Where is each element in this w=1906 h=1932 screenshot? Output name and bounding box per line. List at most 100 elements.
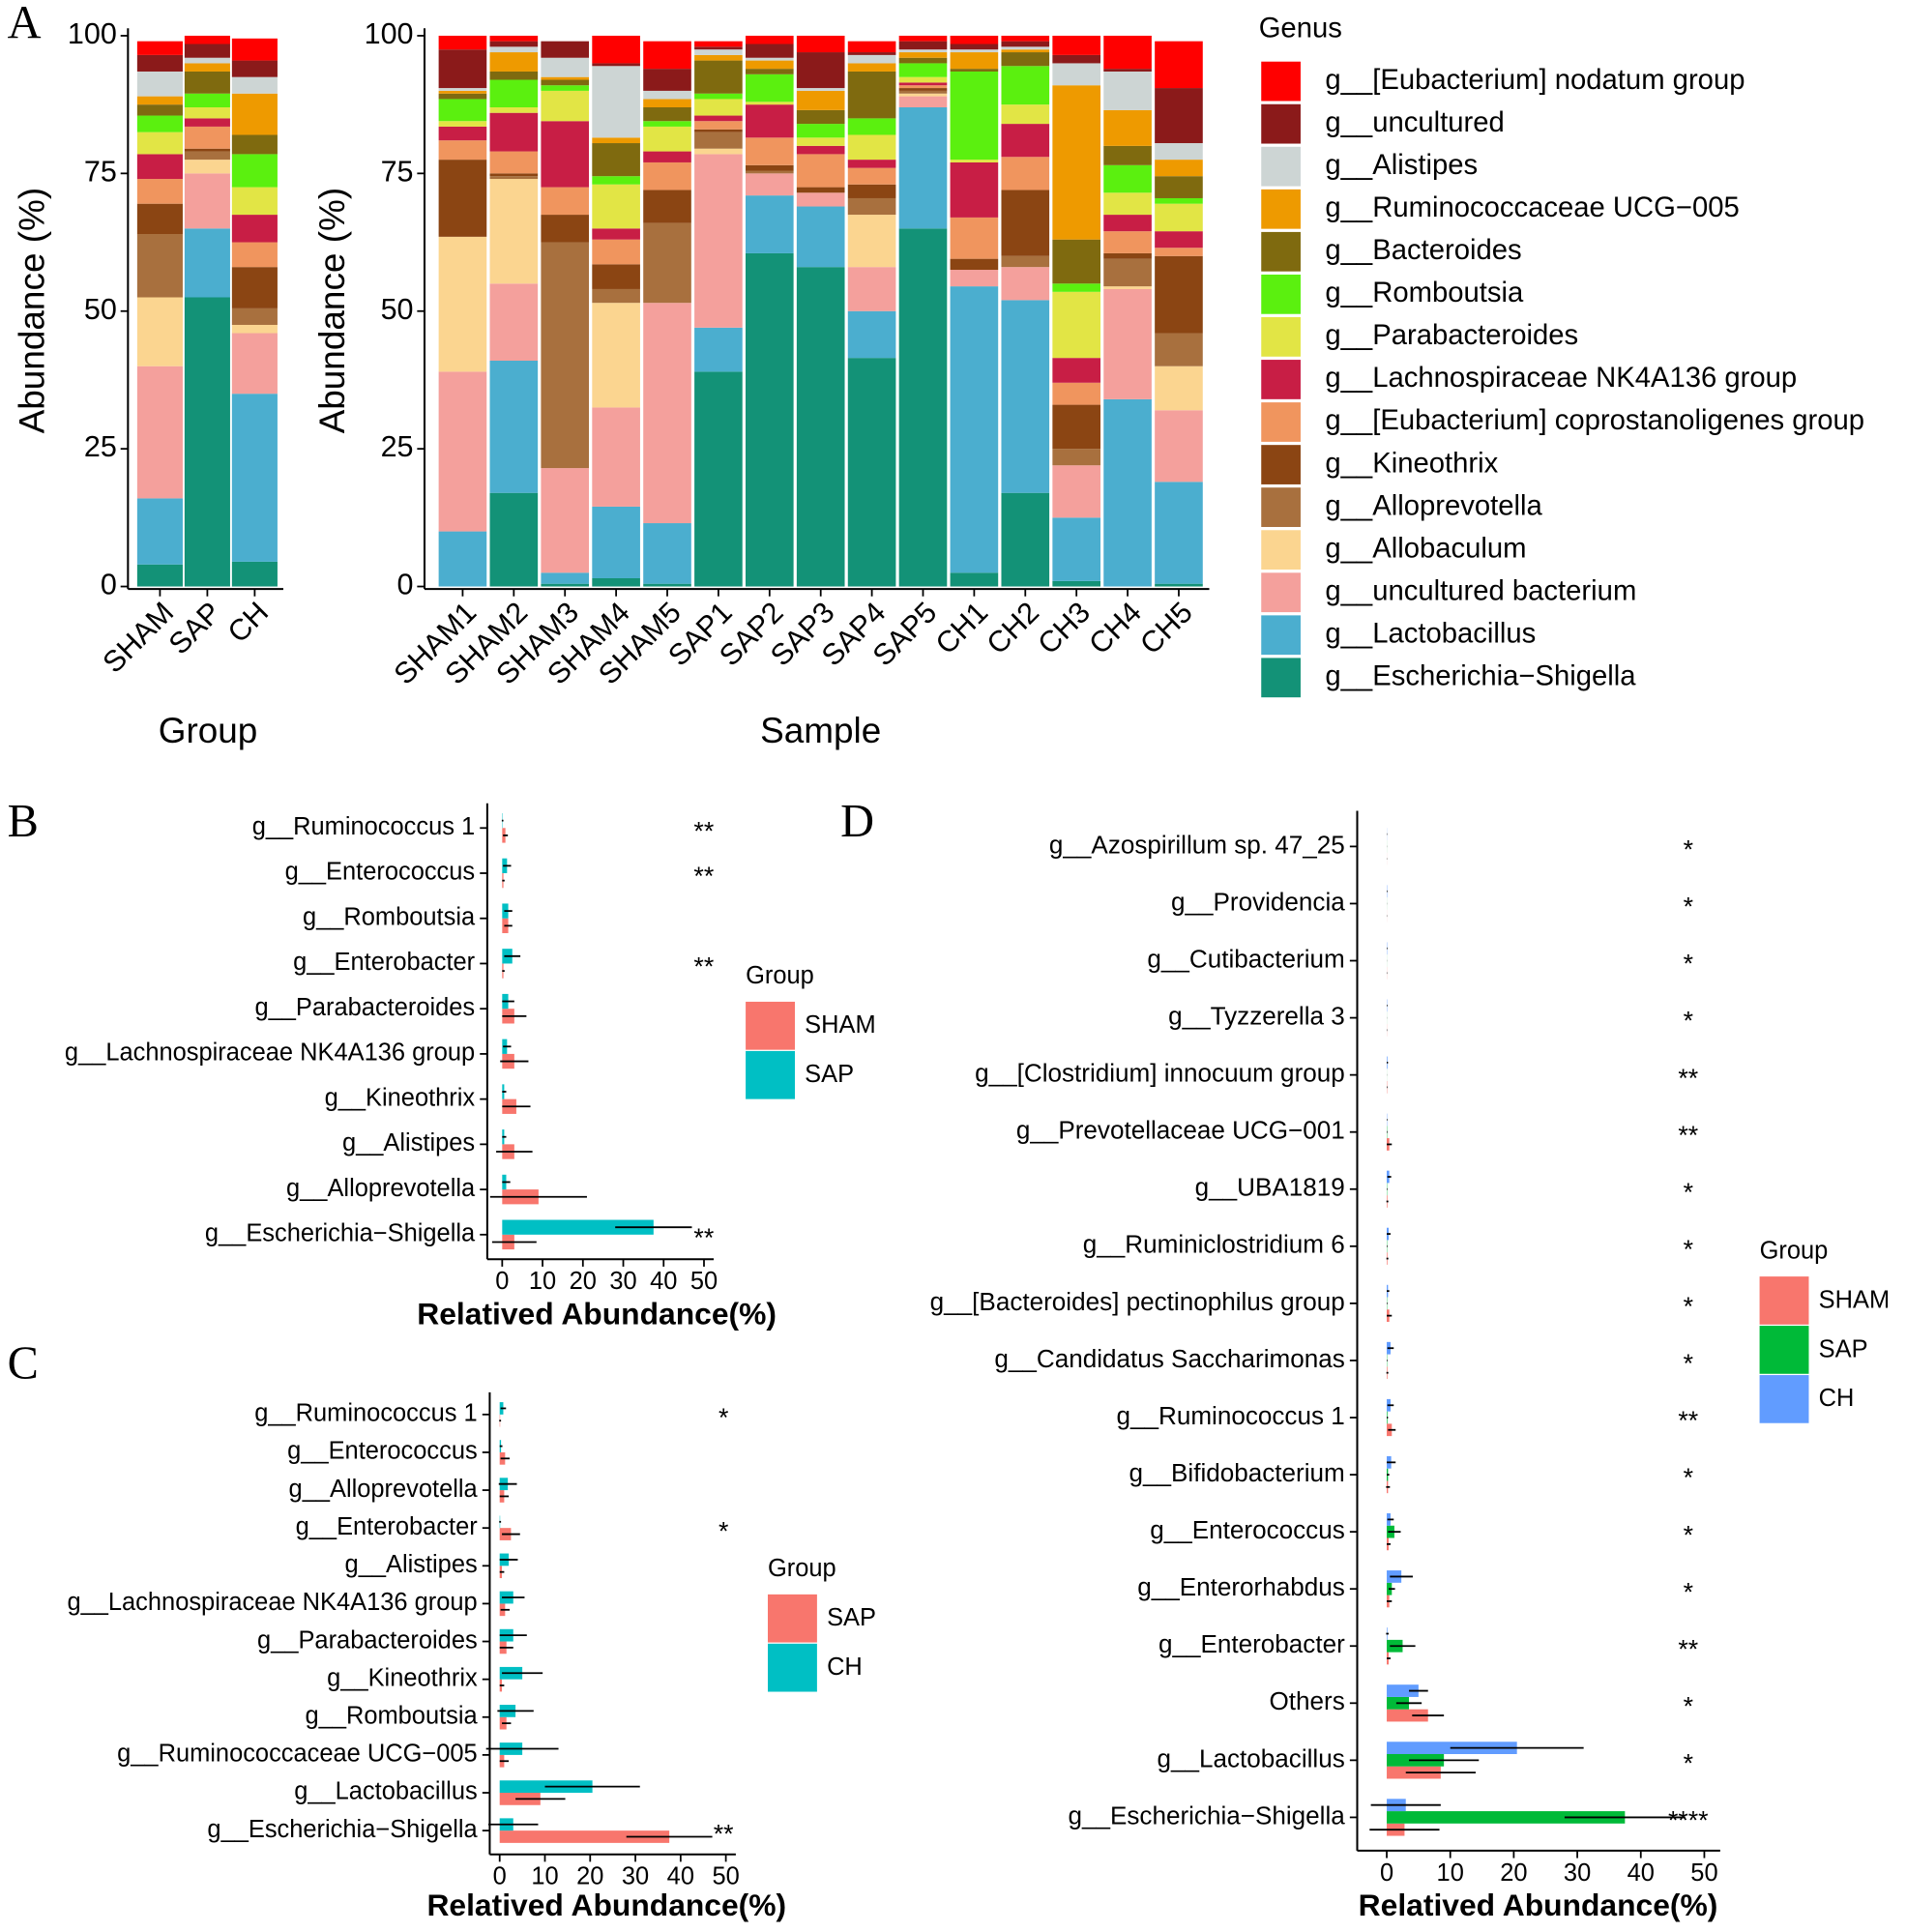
significance-label: ** [1678, 1634, 1698, 1663]
stack-segment [643, 151, 691, 162]
stack-segment [1001, 492, 1050, 587]
significance-label: ** [714, 1819, 734, 1848]
legend-swatch [746, 1050, 795, 1099]
legend-title: Genus [1259, 12, 1342, 44]
stack-segment [745, 195, 794, 253]
stack-segment [184, 173, 230, 229]
stack-segment [745, 69, 794, 74]
x-axis-title: Relatived Abundance(%) [1359, 1888, 1718, 1922]
y-tick-label: g__Enterococcus [1150, 1515, 1344, 1544]
y-tick-label: g__Cutibacterium [1147, 944, 1344, 973]
stack-segment [1103, 69, 1152, 72]
stack-segment [1052, 54, 1100, 64]
stack-segment [694, 129, 743, 132]
panel-label: B [8, 796, 39, 847]
stack-segment [643, 121, 691, 127]
x-tick-label: SAP [162, 596, 227, 660]
stack-segment [1155, 410, 1203, 483]
legend-title: Group [1760, 1237, 1829, 1264]
stack-segment [1103, 252, 1152, 259]
stack-segment [694, 54, 743, 61]
y-tick-label: g__[Bacteroides] pectinophilus group [930, 1287, 1345, 1316]
stack-segment [847, 52, 896, 55]
stack-segment [898, 90, 948, 94]
stack-segment [1052, 35, 1100, 55]
stack-segment [1001, 255, 1050, 268]
stack-segment [1052, 382, 1100, 405]
significance-label: * [1684, 1749, 1693, 1778]
x-tick-label: CH3 [1032, 596, 1097, 660]
legend-swatch [1261, 530, 1301, 571]
legend-swatch [767, 1643, 817, 1692]
stack-segment [847, 310, 896, 359]
stack-segment [541, 242, 590, 469]
stack-segment [1155, 482, 1203, 584]
stack-segment [1155, 248, 1203, 256]
x-tick-label: 0 [493, 1863, 507, 1890]
stack-segment [489, 106, 539, 113]
stack-segment [643, 161, 691, 190]
legend-label: g__Bacteroides [1325, 234, 1521, 266]
legend-swatch [1261, 658, 1301, 698]
stack-segment [136, 115, 183, 132]
significance-label: * [1684, 1178, 1693, 1207]
stack-segment [231, 134, 278, 155]
bar [502, 1219, 654, 1235]
legend-swatch [1261, 615, 1301, 656]
y-tick-label: g__Enterococcus [287, 1438, 478, 1465]
stack-segment [847, 54, 896, 64]
y-tick-label: 50 [84, 293, 117, 326]
stack-segment [1052, 63, 1100, 86]
stack-segment [847, 184, 896, 198]
stack-segment [847, 160, 896, 168]
stack-segment [438, 126, 487, 141]
stack-segment [898, 35, 948, 42]
significance-label: * [1684, 1349, 1693, 1378]
legend-label: CH [827, 1654, 863, 1681]
legend-swatch [1261, 487, 1301, 527]
stack-segment [136, 366, 183, 499]
legend-label: g__[Eubacterium] coprostanoligenes group [1325, 404, 1864, 436]
stack-segment [694, 41, 743, 47]
x-tick-label: 0 [495, 1268, 509, 1295]
stack-segment [1103, 215, 1152, 232]
y-tick-label: 100 [365, 17, 414, 50]
bar [1387, 1811, 1626, 1824]
stack-segment [745, 170, 794, 174]
y-tick-label: 0 [101, 569, 117, 601]
stack-segment [1001, 66, 1050, 105]
stack-segment [1052, 465, 1100, 518]
y-axis-title: Abundance (%) [12, 188, 51, 434]
legend-swatch [1261, 402, 1301, 442]
stack-segment [847, 118, 896, 135]
stack-segment [694, 115, 743, 122]
legend-label: SAP [827, 1604, 876, 1631]
legend-label: g__uncultured [1325, 106, 1504, 138]
y-tick-label: 25 [84, 430, 117, 463]
stack-segment [592, 407, 640, 507]
stack-segment [592, 577, 640, 587]
stack-segment [950, 35, 999, 44]
stack-segment [184, 57, 230, 64]
y-tick-label: g__Ruminiclostridium 6 [1083, 1230, 1345, 1259]
stack-segment [898, 93, 948, 97]
stack-segment [1001, 157, 1050, 190]
significance-label: **** [1668, 1806, 1709, 1835]
stack-segment [847, 71, 896, 119]
stack-segment [643, 126, 691, 152]
stack-segment [694, 60, 743, 94]
stack-segment [950, 270, 999, 287]
stack-segment [898, 228, 948, 587]
stack-segment [231, 242, 278, 268]
stack-segment [1052, 283, 1100, 292]
stack-segment [184, 297, 230, 587]
stack-segment [592, 239, 640, 265]
legend-label: g__Lactobacillus [1325, 617, 1536, 649]
stack-segment [1155, 197, 1203, 204]
stack-segment [796, 137, 845, 146]
stack-segment [847, 63, 896, 72]
stack-segment [694, 154, 743, 328]
stack-segment [438, 140, 487, 161]
x-tick-label: 10 [531, 1863, 558, 1890]
